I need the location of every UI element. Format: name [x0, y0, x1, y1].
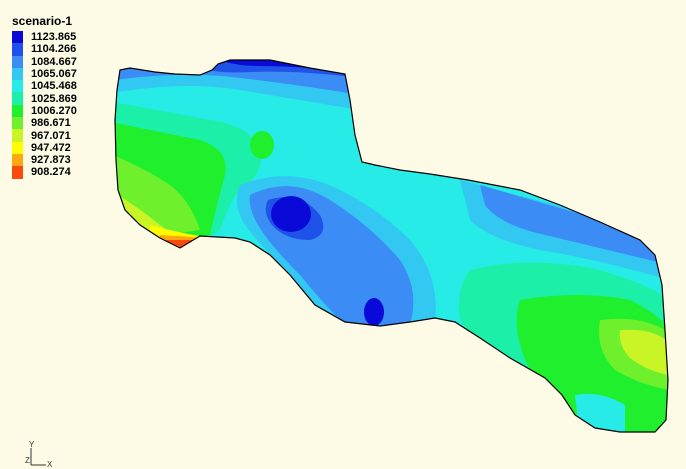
legend-swatch	[12, 67, 23, 81]
legend-value: 1104.266	[31, 43, 77, 56]
legend-swatch	[12, 80, 23, 93]
legend-entry: 1104.266	[12, 43, 77, 56]
legend-swatch	[12, 31, 23, 44]
axis-z-label: Z	[25, 456, 30, 465]
legend-swatch	[12, 153, 23, 167]
legend-entry: 1065.067	[12, 67, 77, 81]
legend-value: 908.274	[31, 166, 71, 179]
legend-swatch	[12, 117, 23, 130]
legend-value: 1065.067	[31, 68, 77, 81]
legend-swatch	[12, 129, 23, 142]
legend-value: 1025.869	[31, 92, 77, 105]
legend-entry: 947.472	[12, 141, 77, 154]
legend-swatch	[12, 166, 23, 179]
legend-entry: 967.071	[12, 129, 77, 142]
axis-triad: Y Z X	[25, 440, 53, 469]
axis-y-label: Y	[29, 440, 35, 449]
legend-swatch	[12, 92, 23, 105]
color-legend: scenario-1 1123.865 1104.266 1084.667 1065.…	[12, 14, 77, 179]
region-boundary	[114, 59, 669, 433]
legend-title: scenario-1	[12, 14, 73, 28]
legend-entries: 1123.865 1104.266 1084.667 1065.067 1045.468…	[12, 31, 77, 179]
legend-entry: 1084.667	[12, 55, 77, 68]
legend-entry: 908.274	[12, 166, 77, 179]
legend-entry: 986.671	[12, 117, 77, 130]
legend-entry: 1045.468	[12, 80, 77, 93]
legend-value: 1045.468	[31, 80, 77, 93]
legend-swatch	[12, 104, 23, 118]
legend-value: 927.873	[31, 154, 71, 167]
legend-value: 1084.667	[31, 55, 77, 68]
legend-value: 1006.270	[31, 104, 77, 117]
legend-value: 967.071	[31, 129, 71, 142]
legend-swatch	[12, 141, 23, 154]
legend-swatch	[12, 55, 23, 68]
axis-x-label: X	[47, 460, 53, 469]
legend-entry: 1123.865	[12, 31, 77, 44]
legend-value: 986.671	[31, 117, 71, 130]
legend-swatch	[12, 43, 23, 56]
legend-entry: 1006.270	[12, 104, 77, 118]
legend-entry: 927.873	[12, 153, 77, 167]
legend-entry: 1025.869	[12, 92, 77, 105]
legend-value: 947.472	[31, 141, 71, 154]
legend-value: 1123.865	[31, 31, 77, 44]
